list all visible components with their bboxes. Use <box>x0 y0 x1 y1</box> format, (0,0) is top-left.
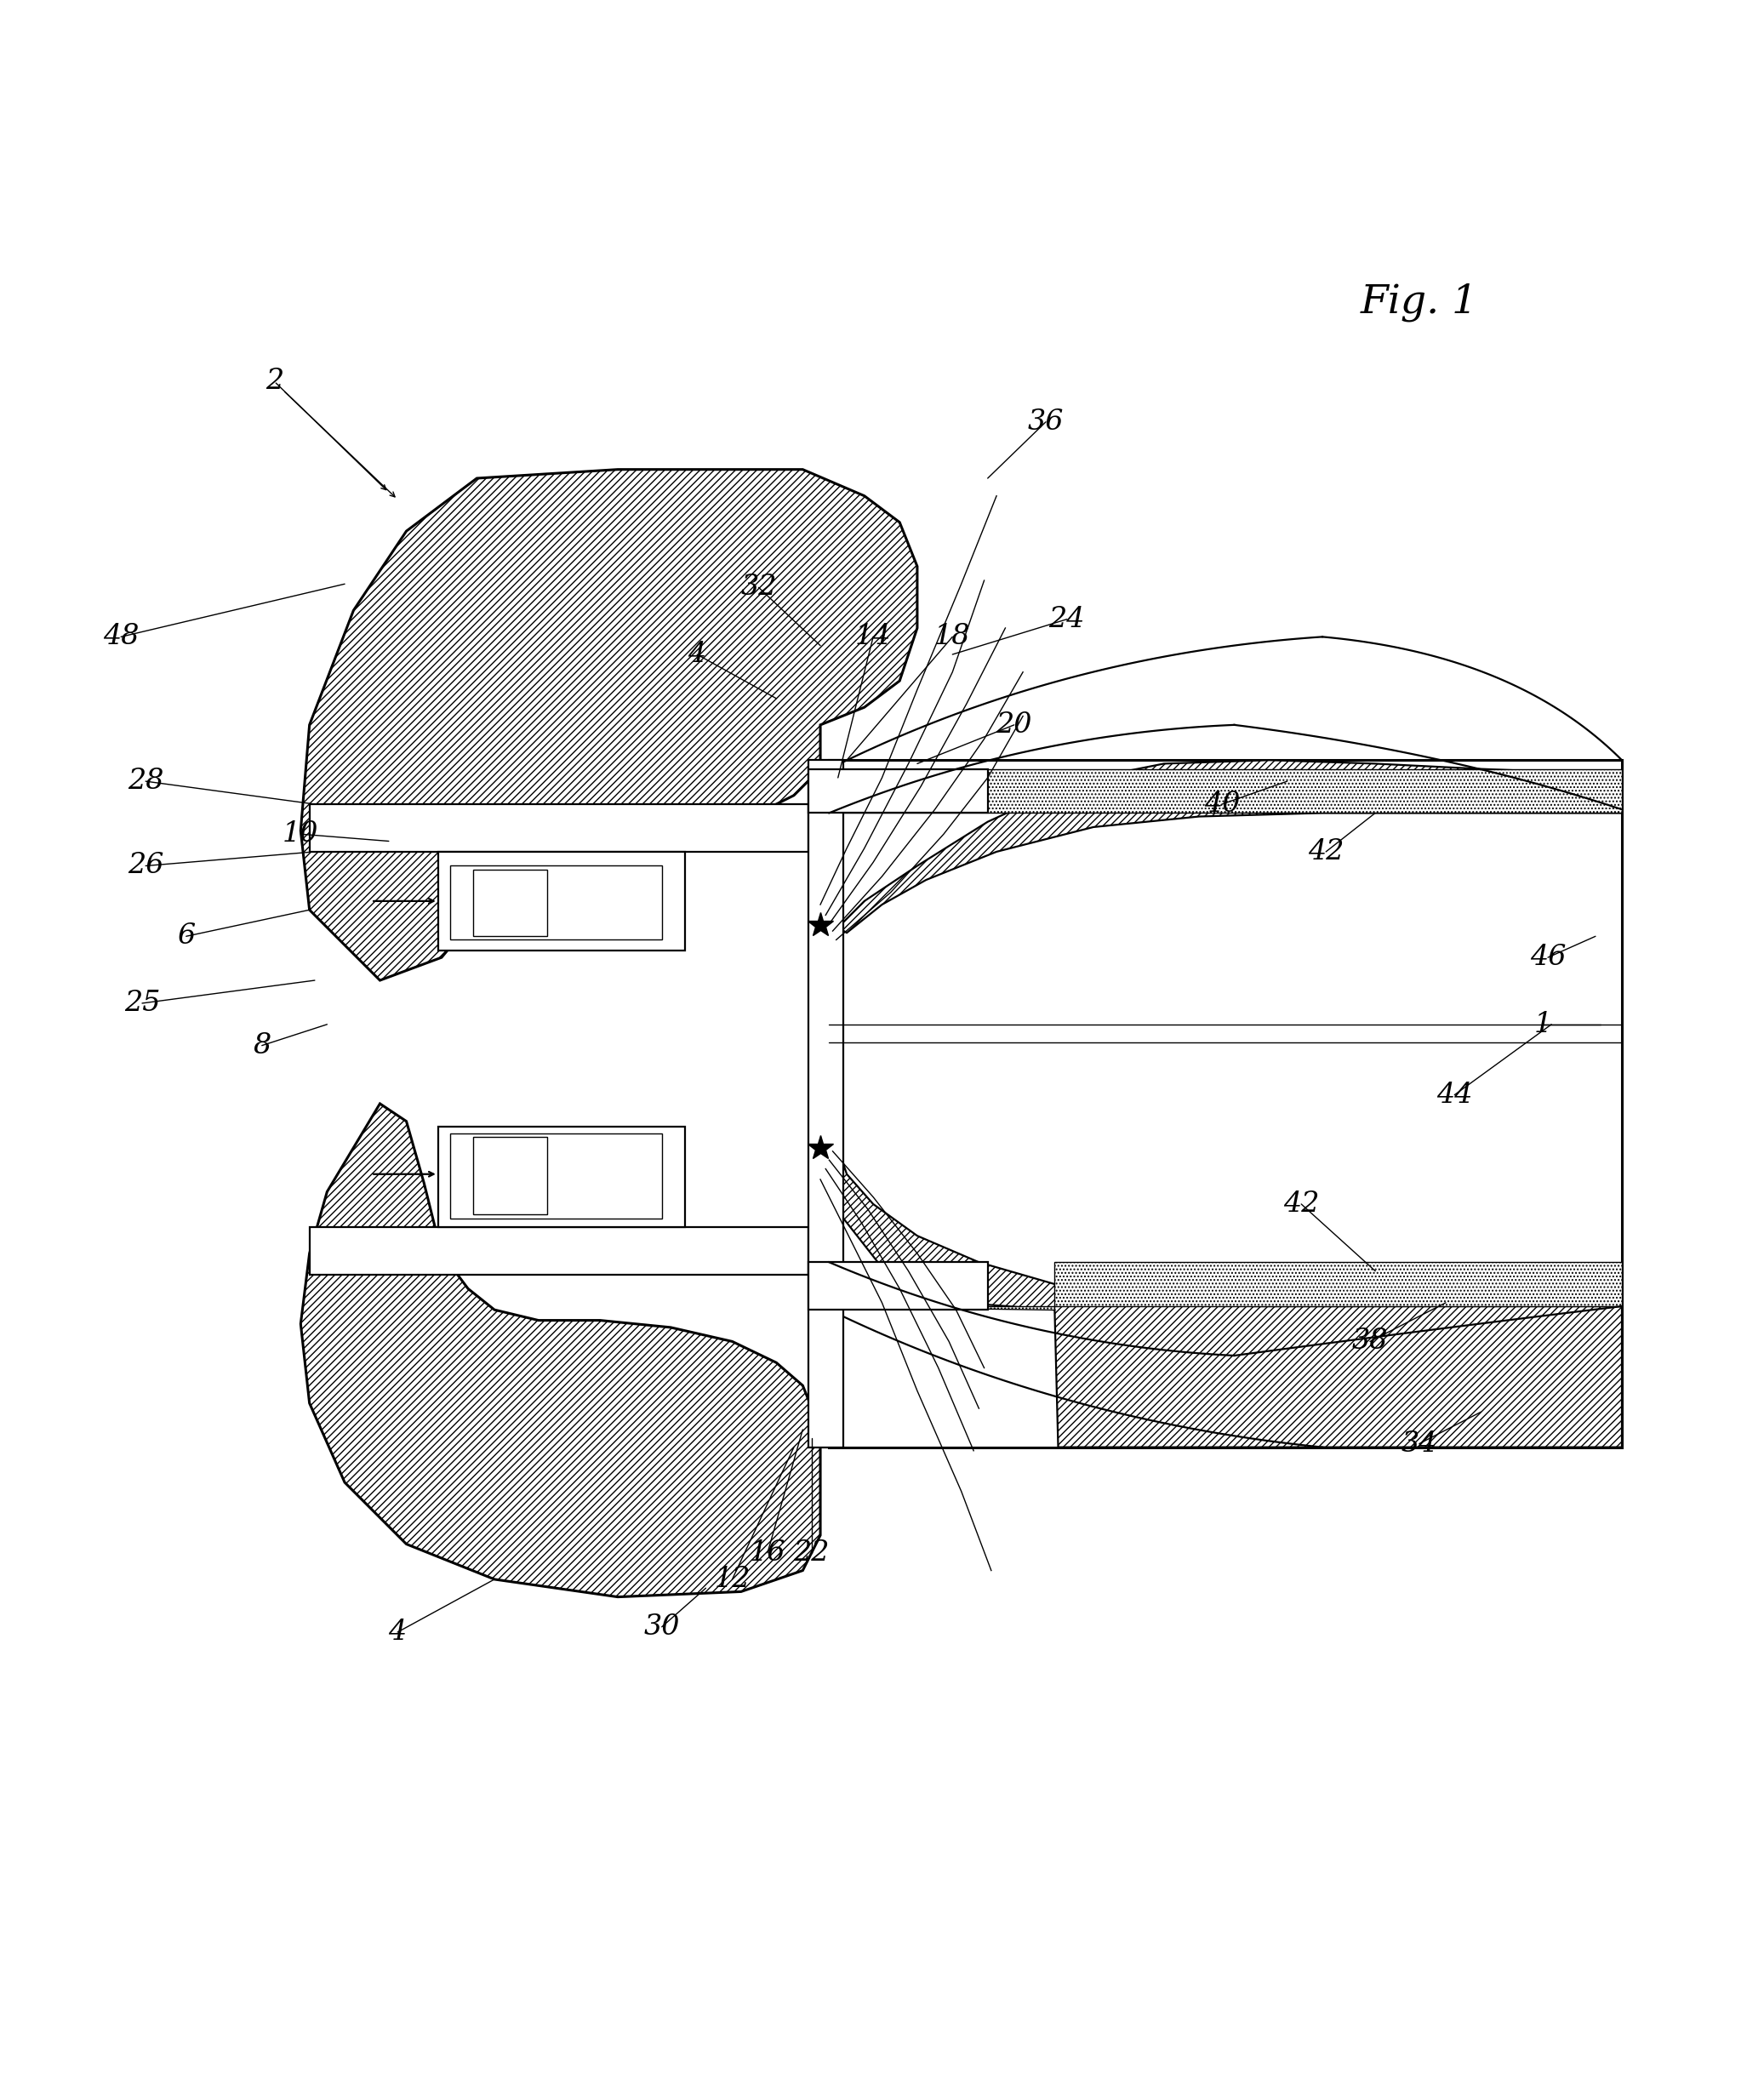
Polygon shape <box>829 1263 1621 1309</box>
Polygon shape <box>300 469 917 979</box>
Text: 14: 14 <box>856 623 891 650</box>
Text: 10: 10 <box>282 821 319 848</box>
Text: 6: 6 <box>176 923 196 950</box>
Text: Fig. 1: Fig. 1 <box>1360 283 1478 321</box>
Text: 30: 30 <box>644 1613 679 1640</box>
Polygon shape <box>808 1263 988 1309</box>
Polygon shape <box>309 804 808 852</box>
Text: 22: 22 <box>794 1540 829 1567</box>
Text: 44: 44 <box>1436 1082 1473 1109</box>
Text: 4: 4 <box>388 1619 406 1646</box>
Text: 20: 20 <box>997 711 1032 738</box>
Text: 34: 34 <box>1401 1430 1438 1457</box>
Text: 32: 32 <box>741 573 776 600</box>
Text: 36: 36 <box>1028 408 1064 436</box>
Polygon shape <box>838 761 1621 934</box>
Polygon shape <box>473 869 547 936</box>
Text: 1: 1 <box>1533 1011 1552 1038</box>
Text: 28: 28 <box>127 767 164 794</box>
Text: 2: 2 <box>265 367 284 396</box>
Text: 8: 8 <box>252 1032 272 1059</box>
Polygon shape <box>450 865 662 940</box>
Polygon shape <box>829 761 1621 1446</box>
Text: 18: 18 <box>935 623 970 650</box>
Text: 16: 16 <box>750 1540 785 1567</box>
Text: 25: 25 <box>123 990 161 1017</box>
Polygon shape <box>808 761 843 1446</box>
Text: 38: 38 <box>1351 1328 1388 1355</box>
Text: 40: 40 <box>1203 790 1240 817</box>
Polygon shape <box>826 1138 1621 1446</box>
Text: 42: 42 <box>1282 1190 1319 1217</box>
Text: 46: 46 <box>1529 944 1566 971</box>
Polygon shape <box>450 1134 662 1219</box>
Polygon shape <box>829 769 1621 813</box>
Text: 24: 24 <box>1050 606 1085 634</box>
Polygon shape <box>437 852 684 950</box>
Polygon shape <box>300 1105 820 1596</box>
Text: 12: 12 <box>714 1565 750 1592</box>
Polygon shape <box>309 1227 808 1275</box>
Polygon shape <box>437 1127 684 1227</box>
Text: 42: 42 <box>1307 838 1344 865</box>
Text: 48: 48 <box>102 623 139 650</box>
Text: 26: 26 <box>127 852 164 879</box>
Text: 4: 4 <box>688 640 706 669</box>
Polygon shape <box>808 769 988 813</box>
Polygon shape <box>473 1138 547 1215</box>
